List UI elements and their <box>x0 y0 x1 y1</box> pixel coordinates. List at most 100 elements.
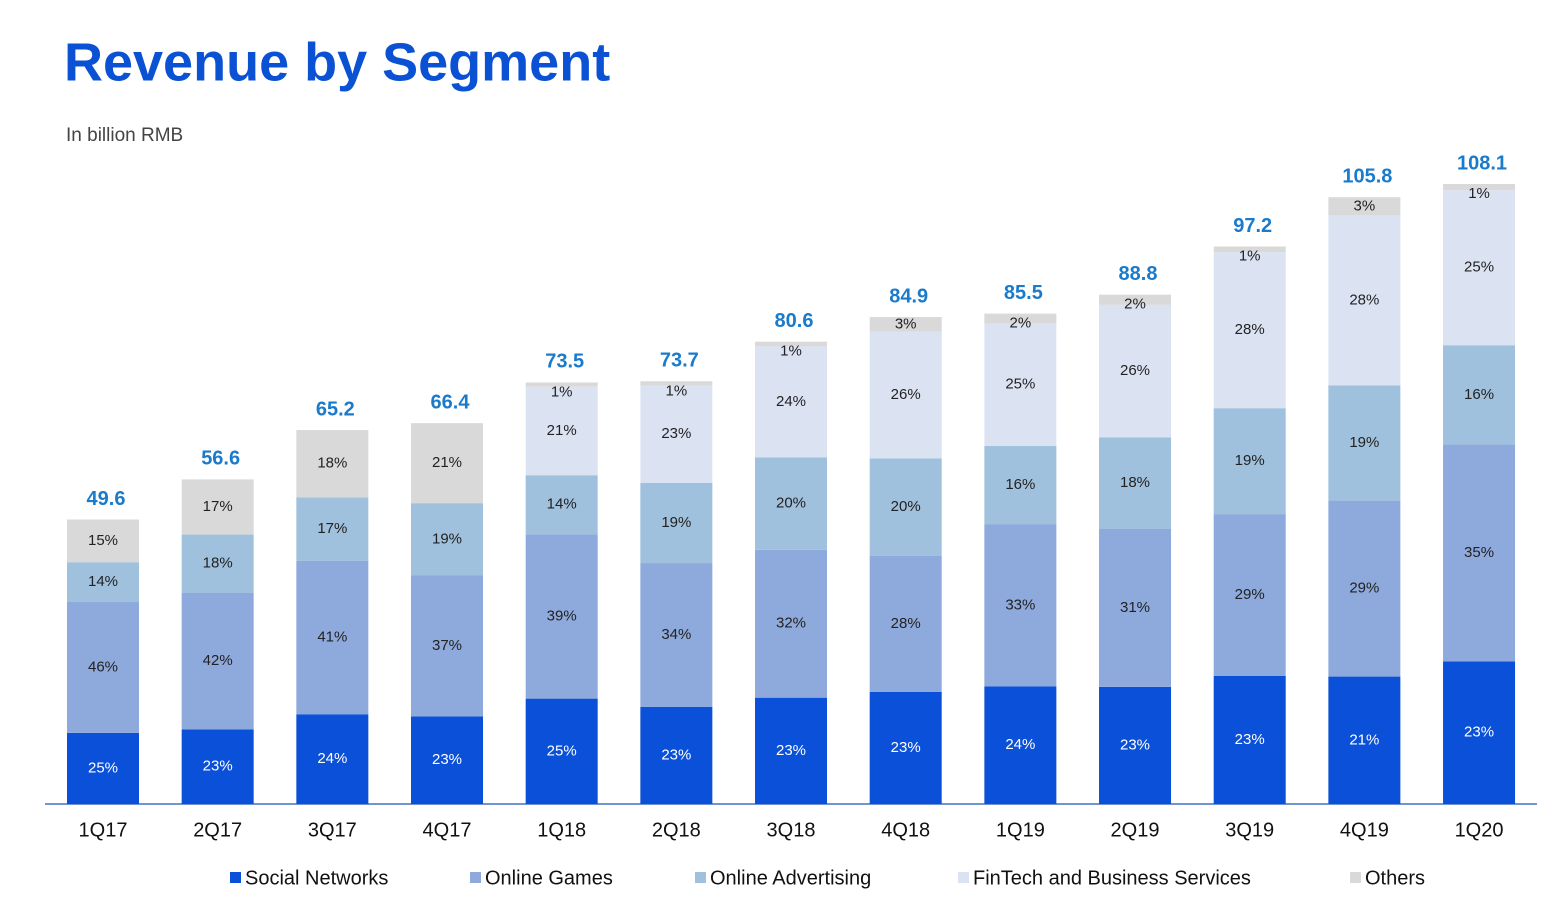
segment-label: 18% <box>1120 474 1150 491</box>
legend-swatch <box>1350 872 1361 883</box>
segment-label: 18% <box>317 455 347 472</box>
bar-segment <box>640 482 713 564</box>
bar-segment <box>525 382 598 387</box>
total-label: 65.2 <box>316 398 355 420</box>
segment-label: 21% <box>432 454 462 471</box>
total-label: 56.6 <box>201 448 240 470</box>
segment-label: 42% <box>203 652 233 669</box>
total-label: 97.2 <box>1233 215 1272 237</box>
bar-segment <box>67 732 139 804</box>
segment-label: 14% <box>547 496 577 513</box>
total-label: 108.1 <box>1457 152 1507 174</box>
segment-label: 21% <box>547 422 577 439</box>
bar-segment <box>640 385 713 483</box>
x-tick-label: 3Q17 <box>308 819 357 841</box>
legend-label: Others <box>1365 867 1425 889</box>
segment-label: 24% <box>1005 736 1035 753</box>
segment-label: 39% <box>547 607 577 624</box>
bar-segment <box>755 549 828 698</box>
legend-label: Online Advertising <box>710 867 871 889</box>
bar-segment <box>525 534 598 699</box>
x-tick-label: 1Q17 <box>79 819 128 841</box>
bar-segment <box>181 729 254 804</box>
bar-segment <box>411 716 484 804</box>
bar-segment <box>67 519 139 563</box>
segment-label: 19% <box>1235 452 1265 469</box>
bar-segment <box>1443 661 1516 804</box>
bar-segment <box>640 706 713 804</box>
bar-segment <box>1328 215 1401 386</box>
segment-label: 17% <box>317 520 347 537</box>
bar-segment <box>525 698 598 804</box>
segment-label: 33% <box>1005 596 1035 613</box>
segment-label: 3% <box>1354 197 1376 214</box>
segment-label: 35% <box>1464 544 1494 561</box>
bar-segment <box>1328 676 1401 804</box>
bar-segment <box>984 446 1057 525</box>
x-tick-label: 2Q19 <box>1111 819 1160 841</box>
segment-label: 1% <box>1468 185 1490 202</box>
segment-label: 29% <box>1235 586 1265 603</box>
bar-segment <box>1099 304 1172 438</box>
bar-segment <box>755 346 828 458</box>
bar-segment <box>1213 408 1286 515</box>
segment-label: 26% <box>891 386 921 403</box>
bar-segment <box>1213 514 1286 676</box>
bar-segment <box>1328 500 1401 677</box>
segment-label: 1% <box>551 383 573 400</box>
total-label: 105.8 <box>1342 165 1392 187</box>
bar-segment <box>525 386 598 476</box>
total-label: 73.5 <box>545 351 584 373</box>
legend-swatch <box>958 872 969 883</box>
bar-segment <box>755 341 828 347</box>
segment-label: 16% <box>1464 386 1494 403</box>
x-tick-label: 3Q18 <box>767 819 816 841</box>
segment-label: 23% <box>1235 731 1265 748</box>
bar-segment <box>67 602 139 733</box>
x-tick-label: 4Q17 <box>423 819 472 841</box>
bar-segment <box>1443 345 1516 445</box>
bar-segment <box>984 323 1057 447</box>
segment-label: 25% <box>1005 376 1035 393</box>
legend-label: Online Games <box>485 867 613 889</box>
segment-label: 41% <box>317 629 347 646</box>
segment-label: 25% <box>547 742 577 759</box>
segment-label: 2% <box>1010 315 1032 332</box>
segment-label: 34% <box>661 626 691 643</box>
segment-label: 14% <box>88 573 118 590</box>
bar-segment <box>411 575 484 717</box>
x-tick-label: 1Q18 <box>537 819 586 841</box>
segment-label: 23% <box>1120 736 1150 753</box>
bar-segment <box>296 497 369 561</box>
total-label: 80.6 <box>775 310 814 332</box>
segment-label: 21% <box>1349 731 1379 748</box>
segment-label: 25% <box>1464 259 1494 276</box>
x-tick-label: 3Q19 <box>1225 819 1274 841</box>
segment-label: 28% <box>1349 291 1379 308</box>
total-label: 49.6 <box>87 488 126 510</box>
segment-label: 19% <box>432 530 462 547</box>
x-tick-label: 1Q19 <box>996 819 1045 841</box>
bar-segment <box>181 534 254 593</box>
legend-swatch <box>470 872 481 883</box>
segment-label: 24% <box>317 750 347 767</box>
bar-segment <box>1443 184 1516 191</box>
segment-label: 28% <box>891 615 921 632</box>
segment-label: 29% <box>1349 580 1379 597</box>
bar-segment <box>869 317 942 332</box>
segment-label: 17% <box>203 498 233 515</box>
chart-subtitle: In billion RMB <box>66 125 183 146</box>
total-label: 84.9 <box>889 285 928 307</box>
total-label: 88.8 <box>1119 263 1158 285</box>
bar-segment <box>640 381 713 386</box>
bar-segment <box>411 503 484 576</box>
segment-label: 23% <box>891 739 921 756</box>
bar-segment <box>67 562 139 603</box>
segment-label: 26% <box>1120 362 1150 379</box>
bar-segment <box>296 714 369 804</box>
bar-segment <box>869 331 942 459</box>
bar-segment <box>640 563 713 707</box>
segment-label: 31% <box>1120 599 1150 616</box>
bar-segment <box>984 686 1057 804</box>
